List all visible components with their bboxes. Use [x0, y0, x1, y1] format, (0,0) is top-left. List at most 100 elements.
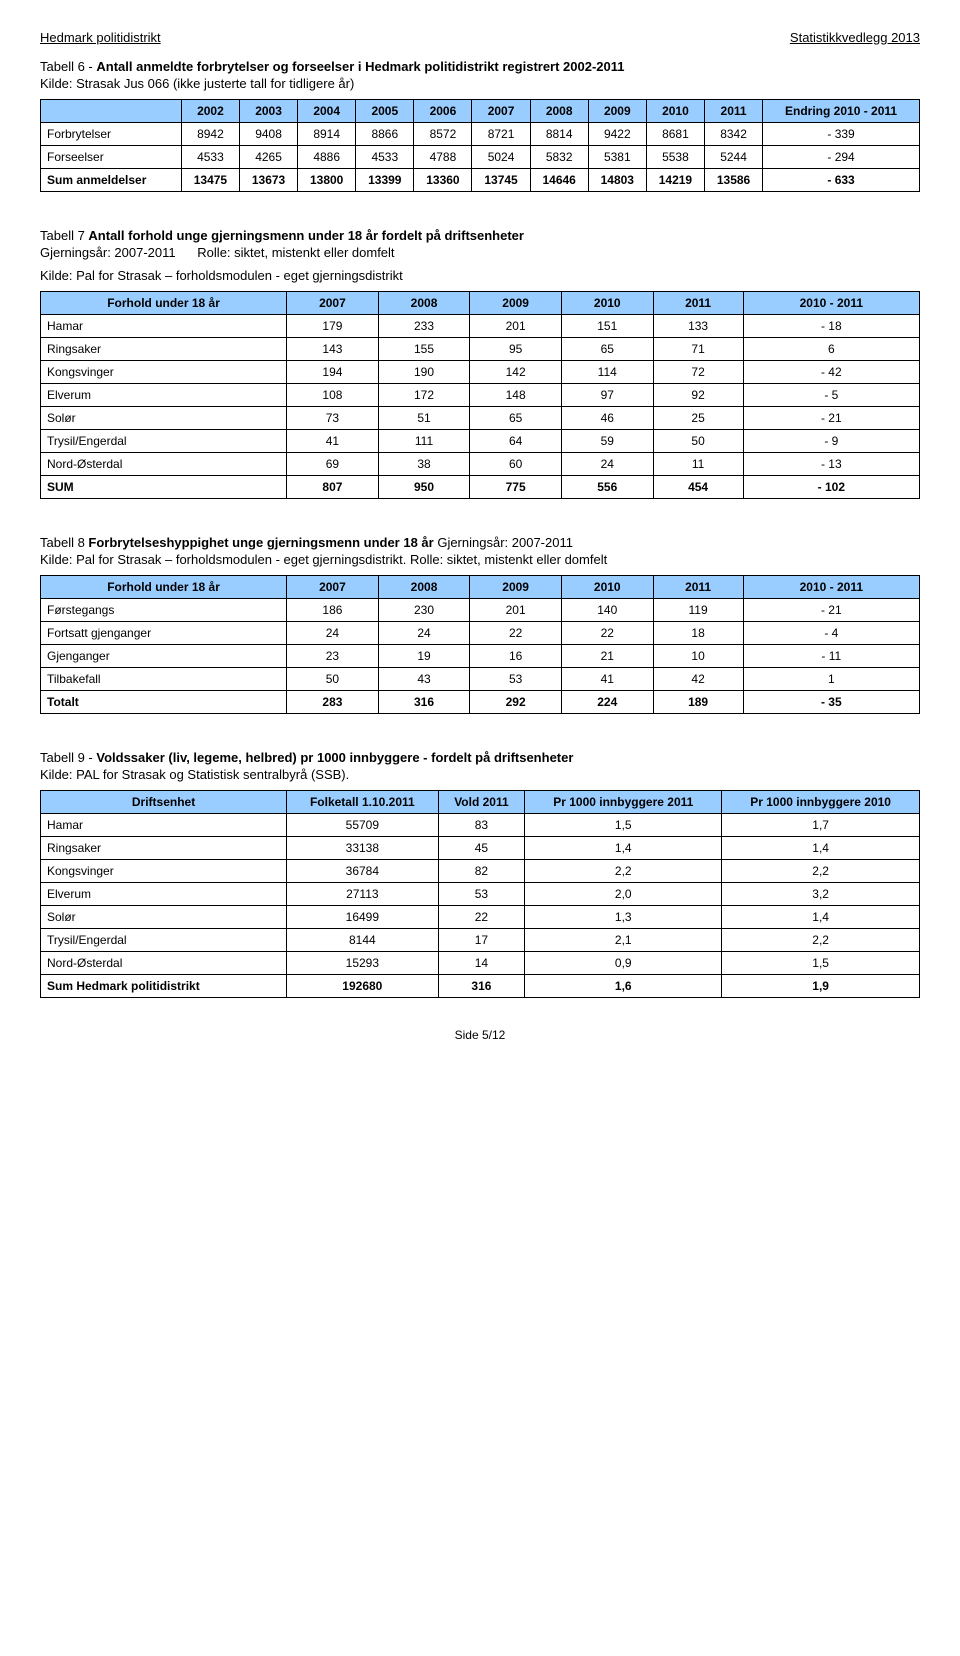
cell: 92: [653, 384, 743, 407]
cell: 186: [287, 599, 379, 622]
row-label: Trysil/Engerdal: [41, 430, 287, 453]
t7-sub: Kilde: Pal for Strasak – forholdsmodulen…: [40, 268, 920, 283]
t6-sub: Kilde: Strasak Jus 066 (ikke justerte ta…: [40, 76, 920, 91]
cell: 41: [287, 430, 379, 453]
t8-title-tail: Gjerningsår: 2007-2011: [434, 535, 573, 550]
row-label: SUM: [41, 476, 287, 499]
cell: 33138: [287, 837, 438, 860]
t7-change-col: 2010 - 2011: [743, 292, 919, 315]
cell: 95: [470, 338, 562, 361]
t9-table: Driftsenhet Folketall 1.10.2011 Vold 201…: [40, 790, 920, 998]
cell: 1,4: [722, 906, 920, 929]
cell: 45: [438, 837, 525, 860]
cell: 111: [378, 430, 470, 453]
row-label: Solør: [41, 407, 287, 430]
table-row: Totalt283316292224189- 35: [41, 691, 920, 714]
cell: 11: [653, 453, 743, 476]
cell: 194: [287, 361, 379, 384]
cell: 73: [287, 407, 379, 430]
cell: - 42: [743, 361, 919, 384]
t8-change-col: 2010 - 2011: [743, 576, 919, 599]
table-row: Nord-Østerdal6938602411- 13: [41, 453, 920, 476]
cell: 13360: [414, 169, 472, 192]
cell: 5832: [530, 146, 588, 169]
t6-table: 2002 2003 2004 2005 2006 2007 2008 2009 …: [40, 99, 920, 192]
row-label: Kongsvinger: [41, 860, 287, 883]
cell: 151: [561, 315, 653, 338]
cell: 53: [470, 668, 562, 691]
cell: 3,2: [722, 883, 920, 906]
table-row: Elverum27113532,03,2: [41, 883, 920, 906]
t7-title-prefix: Tabell 7: [40, 228, 88, 243]
cell: 41: [561, 668, 653, 691]
cell: 114: [561, 361, 653, 384]
cell: 4788: [414, 146, 472, 169]
cell: 50: [287, 668, 379, 691]
cell: 8342: [704, 123, 762, 146]
cell: 1,5: [525, 814, 722, 837]
cell: 18: [653, 622, 743, 645]
cell: 230: [378, 599, 470, 622]
cell: 2,1: [525, 929, 722, 952]
header-right: Statistikkvedlegg 2013: [790, 30, 920, 45]
table-row: Solør7351654625- 21: [41, 407, 920, 430]
cell: 64: [470, 430, 562, 453]
table-row: Hamar55709831,51,7: [41, 814, 920, 837]
cell: 224: [561, 691, 653, 714]
cell: 2,0: [525, 883, 722, 906]
cell: 2,2: [722, 860, 920, 883]
t6-year-col: 2010: [646, 100, 704, 123]
cell: 119: [653, 599, 743, 622]
cell: 233: [378, 315, 470, 338]
row-label: Sum Hedmark politidistrikt: [41, 975, 287, 998]
cell: 59: [561, 430, 653, 453]
t7-col1: Forhold under 18 år: [41, 292, 287, 315]
cell: 1,5: [722, 952, 920, 975]
cell: 807: [287, 476, 379, 499]
cell: 133: [653, 315, 743, 338]
cell: 283: [287, 691, 379, 714]
cell: 97: [561, 384, 653, 407]
table-row: Fortsatt gjenganger2424222218- 4: [41, 622, 920, 645]
cell: 8866: [356, 123, 414, 146]
cell: 16: [470, 645, 562, 668]
t7-year-col: 2011: [653, 292, 743, 315]
table-row: Kongsvinger36784822,22,2: [41, 860, 920, 883]
t6-year-col: 2005: [356, 100, 414, 123]
cell: 1: [743, 668, 919, 691]
table-row: Trysil/Engerdal41111645950- 9: [41, 430, 920, 453]
cell: 23: [287, 645, 379, 668]
cell: 13586: [704, 169, 762, 192]
cell: 43: [378, 668, 470, 691]
table-row: Trysil/Engerdal8144172,12,2: [41, 929, 920, 952]
t8-year-col: 2010: [561, 576, 653, 599]
t6-title-prefix: Tabell 6 -: [40, 59, 96, 74]
cell: 25: [653, 407, 743, 430]
cell: - 21: [743, 407, 919, 430]
row-label: Totalt: [41, 691, 287, 714]
cell: 69: [287, 453, 379, 476]
cell: 2,2: [722, 929, 920, 952]
t8-title-bold: Forbrytelseshyppighet unge gjerningsmenn…: [88, 535, 433, 550]
cell: 13800: [298, 169, 356, 192]
t8-year-col: 2009: [470, 576, 562, 599]
t6-year-col: 2004: [298, 100, 356, 123]
cell: 19: [378, 645, 470, 668]
cell: 13673: [239, 169, 297, 192]
page-footer: Side 5/12: [40, 1028, 920, 1042]
t9-h1: Folketall 1.10.2011: [287, 791, 438, 814]
t6-title-bold: Antall anmeldte forbrytelser og forseels…: [96, 59, 624, 74]
row-label: Ringsaker: [41, 837, 287, 860]
cell: 140: [561, 599, 653, 622]
cell: 189: [653, 691, 743, 714]
cell: 38: [378, 453, 470, 476]
cell: - 102: [743, 476, 919, 499]
cell: 72: [653, 361, 743, 384]
row-label: Solør: [41, 906, 287, 929]
cell: 13745: [472, 169, 530, 192]
t9-title-prefix: Tabell 9 -: [40, 750, 96, 765]
cell: 9408: [239, 123, 297, 146]
cell: 53: [438, 883, 525, 906]
cell: 5244: [704, 146, 762, 169]
table-row: Elverum1081721489792- 5: [41, 384, 920, 407]
